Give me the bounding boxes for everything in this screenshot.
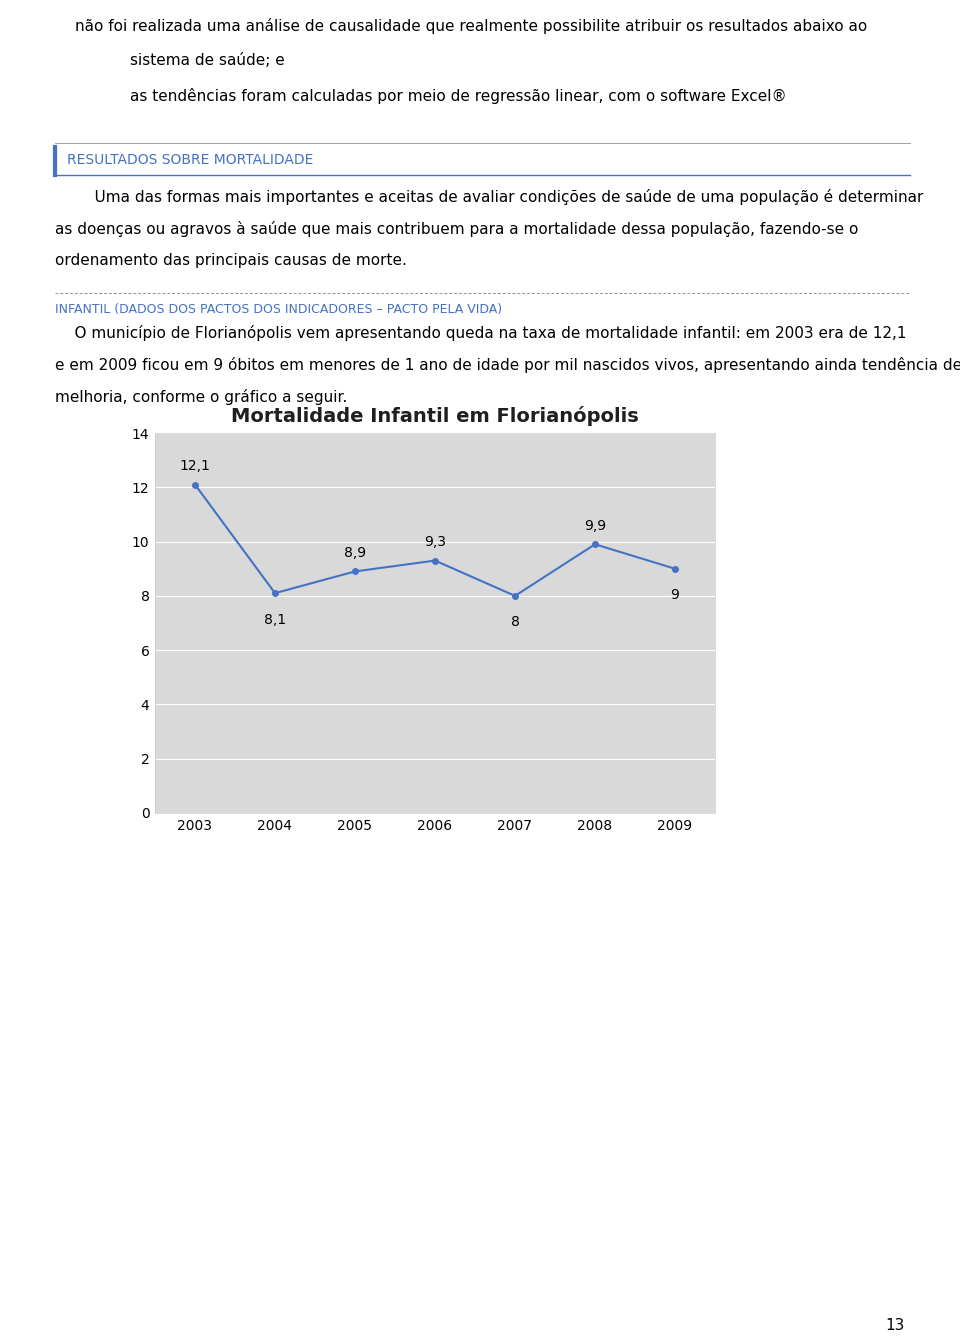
Bar [55, 146, 910, 175]
Text: sistema de saúde; e: sistema de saúde; e [130, 52, 285, 68]
Text: 9,3: 9,3 [424, 536, 446, 549]
Text: melhoria, conforme o gráfico a seguir.: melhoria, conforme o gráfico a seguir. [55, 389, 348, 406]
Text: 8: 8 [511, 615, 519, 630]
Text: e em 2009 ficou em 9 óbitos em menores de 1 ano de idade por mil nascidos vivos,: e em 2009 ficou em 9 óbitos em menores d… [55, 357, 960, 373]
Text: 13: 13 [886, 1317, 905, 1334]
Text: RESULTADOS SOBRE MORTALIDADE: RESULTADOS SOBRE MORTALIDADE [67, 153, 313, 167]
Title: Mortalidade Infantil em Florianópolis: Mortalidade Infantil em Florianópolis [231, 406, 638, 426]
Text: 9,9: 9,9 [584, 520, 606, 533]
Text: O município de Florianópolis vem apresentando queda na taxa de mortalidade infan: O município de Florianópolis vem apresen… [55, 325, 906, 341]
Text: INFANTIL (DADOS DOS PACTOS DOS INDICADORES – PACTO PELA VIDA): INFANTIL (DADOS DOS PACTOS DOS INDICADOR… [55, 304, 502, 316]
Text: Uma das formas mais importantes e aceitas de avaliar condições de saúde de uma p: Uma das formas mais importantes e aceita… [75, 189, 924, 205]
Text: não foi realizada uma análise de causalidade que realmente possibilite atribuir : não foi realizada uma análise de causali… [75, 17, 867, 34]
Text: 9: 9 [671, 588, 680, 602]
Text: as doenças ou agravos à saúde que mais contribuem para a mortalidade dessa popul: as doenças ou agravos à saúde que mais c… [55, 222, 858, 236]
Text: 12,1: 12,1 [180, 459, 210, 474]
Text: ordenamento das principais causas de morte.: ordenamento das principais causas de mor… [55, 252, 407, 269]
Text: as tendências foram calculadas por meio de regressão linear, com o software Exce: as tendências foram calculadas por meio … [130, 89, 787, 103]
Text: 8,1: 8,1 [264, 612, 286, 627]
Text: 8,9: 8,9 [344, 547, 366, 560]
